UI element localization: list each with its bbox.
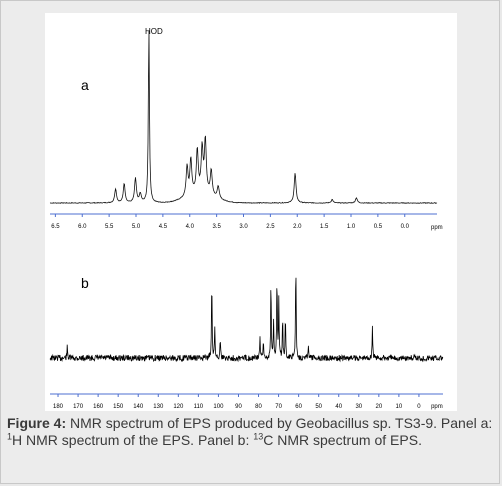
tick-label: 130 <box>153 404 164 410</box>
tick-label: 1.0 <box>347 224 356 230</box>
tick-label: 3.0 <box>239 224 248 230</box>
tick-label: 0.0 <box>401 224 410 230</box>
tick-label: 2.5 <box>266 224 275 230</box>
spectra-panel: a HOD 6.5 6.0 5.5 5.0 4.5 4.0 3.5 3.0 2.5 2.0 1.5 1… <box>45 13 457 411</box>
tick-label: 90 <box>235 404 242 410</box>
tick-label: 0.5 <box>374 224 383 230</box>
tick-label: 3.5 <box>212 224 221 230</box>
tick-label: ppm <box>431 404 443 410</box>
tick-label: 110 <box>194 404 204 410</box>
tick-label: 120 <box>173 404 184 410</box>
panel-a-xlabel: ppm <box>431 225 443 231</box>
panel-b-label: b <box>81 275 89 291</box>
tick-label: 20 <box>375 404 382 410</box>
tick-label: 6.5 <box>51 224 60 230</box>
figure-label: Figure 4: <box>7 415 67 431</box>
tick-label: 1.5 <box>320 224 329 230</box>
panel-a-h1-spectrum: a HOD 6.5 6.0 5.5 5.0 4.5 4.0 3.5 3.0 2.5 2.0 1.5 1… <box>49 27 443 231</box>
tick-label: 60 <box>295 404 302 410</box>
panel-b-ticks: 180 170 160 150 140 130 120 110 100 90 80 70 60 50 40 3… <box>53 394 443 410</box>
tick-label: 10 <box>396 404 403 410</box>
hod-annotation: HOD <box>145 27 163 36</box>
tick-label: 40 <box>335 404 342 410</box>
panel-b-c13-spectrum: b 180 170 160 150 140 130 120 110 100 90 80 70 60 50 4… <box>49 275 444 410</box>
c13-spectrum-trace <box>49 277 444 363</box>
tick-label: 50 <box>315 404 322 410</box>
caption-sup-1: 1 <box>7 431 13 442</box>
h1-spectrum-trace <box>49 30 438 204</box>
tick-label: 150 <box>113 404 124 410</box>
tick-label: 70 <box>275 404 282 410</box>
tick-label: 80 <box>255 404 262 410</box>
figure-caption: Figure 4: NMR spectrum of EPS produced b… <box>7 415 495 449</box>
tick-label: 5.5 <box>105 224 114 230</box>
caption-text-2: H NMR spectrum of the EPS. Panel b: <box>12 432 254 448</box>
tick-label: 100 <box>213 404 224 410</box>
tick-label: 160 <box>93 404 104 410</box>
caption-sup-2: 13 <box>253 431 264 442</box>
tick-label: 4.5 <box>159 224 168 230</box>
tick-label: 170 <box>73 404 84 410</box>
tick-label: 4.0 <box>186 224 195 230</box>
tick-label: 140 <box>133 404 144 410</box>
tick-label: 6.0 <box>78 224 87 230</box>
panel-a-ticks: 6.5 6.0 5.5 5.0 4.5 4.0 3.5 3.0 2.5 2.0 1.5 1.0 0.5 0… <box>51 214 410 230</box>
caption-text-1: NMR spectrum of EPS produced by Geobacil… <box>66 415 493 431</box>
tick-label: 2.0 <box>293 224 302 230</box>
tick-label: 5.0 <box>132 224 141 230</box>
tick-label: 30 <box>355 404 362 410</box>
tick-label: 0 <box>417 404 421 410</box>
panel-a-label: a <box>81 77 89 93</box>
caption-text-3: C NMR spectrum of EPS. <box>263 432 422 448</box>
nmr-spectra-chart: a HOD 6.5 6.0 5.5 5.0 4.5 4.0 3.5 3.0 2.5 2.0 1.5 1… <box>49 27 444 410</box>
tick-label: 180 <box>53 404 64 410</box>
